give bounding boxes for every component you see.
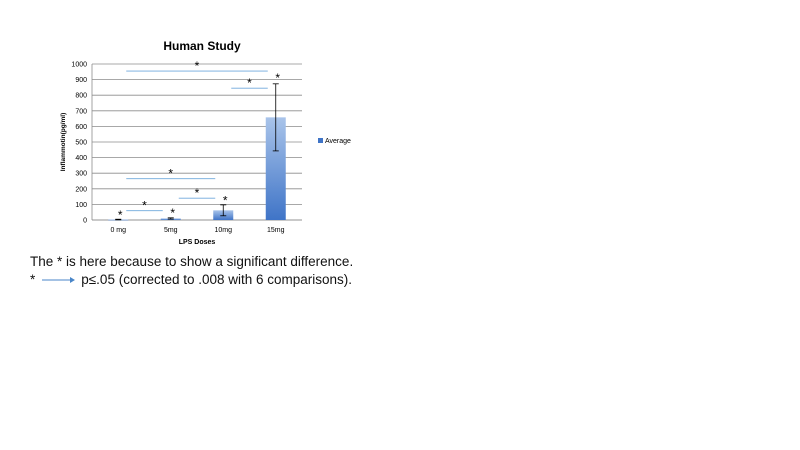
bar-star: * <box>170 206 175 220</box>
note-star: * <box>30 272 36 287</box>
chart-title: Human Study <box>163 39 241 53</box>
note-significance: The * is here because to show a signific… <box>30 254 354 269</box>
y-tick-label: 1000 <box>71 62 87 69</box>
y-tick-label: 800 <box>75 93 87 100</box>
y-tick-label: 600 <box>75 124 87 131</box>
bar-star: * <box>118 208 123 222</box>
note-pvalue-text: p≤.05 (corrected to .008 with 6 comparis… <box>81 272 353 287</box>
significance-star: * <box>195 186 200 200</box>
y-tick-label: 900 <box>75 77 87 84</box>
arrow-right-icon <box>42 276 76 283</box>
x-axis-label: LPS Doses <box>179 239 216 246</box>
y-tick-label: 300 <box>75 171 87 178</box>
y-tick-label: 400 <box>75 155 87 162</box>
y-axis-label: Inflammotin(pg/ml) <box>60 113 67 172</box>
legend-label: Average <box>325 138 351 145</box>
y-tick-label: 0 <box>83 218 87 225</box>
y-tick-label: 500 <box>75 140 87 147</box>
bar-chart-svg: Human Study 0 100 200 300 400 500 600 700 800 900 1… <box>60 39 351 246</box>
legend-swatch <box>318 138 323 143</box>
bar-star: * <box>275 71 280 85</box>
x-tick-label: 15mg <box>267 227 285 234</box>
x-tick-label: 0 mg <box>110 227 126 234</box>
chart: Human Study 0 100 200 300 400 500 600 700 800 900 1… <box>0 0 400 255</box>
y-tick-label: 700 <box>75 108 87 115</box>
significance-star: * <box>142 199 147 213</box>
significance-star: * <box>168 167 173 181</box>
y-tick-label: 100 <box>75 202 87 209</box>
significance-star: * <box>247 76 252 90</box>
x-tick-label: 10mg <box>214 227 232 234</box>
bar-15mg <box>265 117 286 220</box>
y-tick-label: 200 <box>75 186 87 193</box>
bar-star: * <box>223 193 228 207</box>
x-tick-label: 5mg <box>164 227 178 234</box>
significance-star: * <box>195 59 200 73</box>
note-pvalue: * p≤.05 (corrected to .008 with 6 compar… <box>30 272 352 287</box>
